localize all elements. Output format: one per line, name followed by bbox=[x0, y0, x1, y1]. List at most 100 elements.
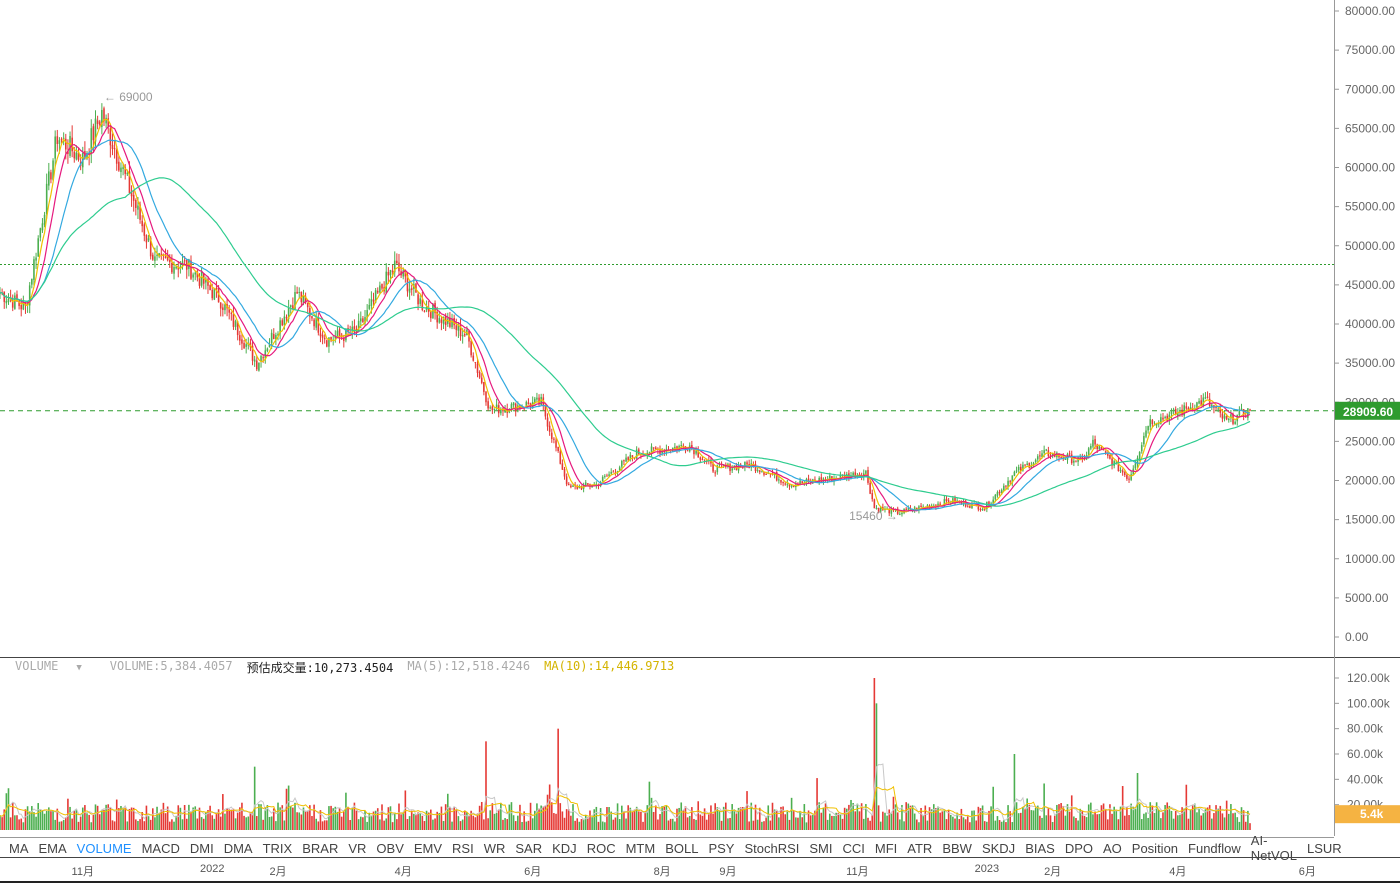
volume-bar bbox=[294, 802, 296, 830]
indicator-tab-ao[interactable]: AO bbox=[1102, 840, 1122, 856]
volume-bar bbox=[812, 815, 814, 830]
indicator-tab-boll[interactable]: BOLL bbox=[665, 840, 699, 856]
indicator-tab-ma[interactable]: MA bbox=[9, 840, 29, 856]
candle-body bbox=[118, 161, 120, 171]
volume-bar bbox=[920, 807, 922, 830]
candle-body bbox=[536, 397, 538, 400]
candle-body bbox=[1090, 445, 1092, 449]
candle-body bbox=[217, 287, 220, 303]
volume-bar bbox=[591, 817, 593, 830]
time-axis-label: 11月 bbox=[846, 866, 869, 878]
volume-bar bbox=[945, 819, 948, 830]
volume-bar bbox=[1221, 813, 1224, 830]
candle-body bbox=[563, 469, 566, 477]
volume-bar bbox=[1087, 804, 1090, 830]
volume-bar bbox=[239, 807, 241, 830]
candle-body bbox=[175, 266, 177, 269]
indicator-tab-fundflow[interactable]: Fundflow bbox=[1188, 840, 1241, 856]
indicator-tab-sar[interactable]: SAR bbox=[515, 840, 543, 856]
indicator-tab-ema[interactable]: EMA bbox=[38, 840, 67, 856]
volume-bar bbox=[215, 813, 218, 830]
indicator-tab-dmi[interactable]: DMI bbox=[189, 840, 214, 856]
volume-bar bbox=[674, 821, 676, 830]
candle-body bbox=[1166, 415, 1169, 422]
indicator-tab-brar[interactable]: BRAR bbox=[302, 840, 339, 856]
candle-body bbox=[1234, 421, 1236, 424]
candle-body bbox=[28, 285, 31, 306]
indicator-tab-cci[interactable]: CCI bbox=[842, 840, 865, 856]
indicator-tab-rsi[interactable]: RSI bbox=[452, 840, 474, 856]
volume-bar bbox=[353, 802, 356, 830]
indicator-tab-stochrsi[interactable]: StochRSI bbox=[744, 840, 800, 856]
indicator-tab-dpo[interactable]: DPO bbox=[1064, 840, 1093, 856]
volume-bar bbox=[1013, 754, 1016, 830]
candle-body bbox=[1143, 436, 1145, 445]
candle-body bbox=[5, 300, 8, 304]
indicator-tab-atr[interactable]: ATR bbox=[907, 840, 933, 856]
candle-body bbox=[323, 337, 326, 340]
indicator-tab-dma[interactable]: DMA bbox=[223, 840, 253, 856]
candle-body bbox=[1238, 409, 1241, 416]
indicator-tab-bbw[interactable]: BBW bbox=[942, 840, 972, 856]
indicator-tab-emv[interactable]: EMV bbox=[413, 840, 443, 856]
candle-body bbox=[35, 257, 37, 261]
candle-body bbox=[1060, 457, 1062, 459]
volume-bar bbox=[899, 819, 901, 830]
volume-bar bbox=[606, 807, 608, 830]
volume-chart[interactable]: 120.00k100.00k80.00k60.00k40.00k20.00k5.… bbox=[0, 658, 1400, 836]
indicator-tab-volume[interactable]: VOLUME bbox=[76, 840, 132, 856]
indicator-tab-kdj[interactable]: KDJ bbox=[552, 840, 577, 856]
candle-body bbox=[270, 332, 273, 344]
indicator-tab-lsur[interactable]: LSUR bbox=[1307, 840, 1342, 856]
volume-bar bbox=[937, 806, 939, 830]
candle-body bbox=[1219, 408, 1222, 413]
price-tick-label: 20000.00 bbox=[1345, 474, 1395, 488]
candle-body bbox=[289, 305, 292, 308]
indicator-tab-bias[interactable]: BIAS bbox=[1025, 840, 1055, 856]
volume-bar bbox=[977, 806, 980, 830]
indicator-tab-obv[interactable]: OBV bbox=[376, 840, 404, 856]
volume-bar bbox=[584, 814, 587, 830]
candle-body bbox=[1073, 460, 1075, 463]
indicator-bar: MA EMA VOLUME MACD DMI DMA TRIX BRAR VR OBV EMV RSI… bbox=[0, 833, 1342, 863]
indicator-tab-ai-netvol[interactable]: AI-NetVOL bbox=[1250, 833, 1298, 863]
candle-body bbox=[255, 360, 258, 370]
volume-indicator-selector[interactable]: VOLUME ▼ bbox=[15, 659, 96, 675]
indicator-tab-position[interactable]: Position bbox=[1131, 840, 1179, 856]
indicator-tab-trix[interactable]: TRIX bbox=[262, 840, 293, 856]
volume-bar bbox=[716, 807, 719, 830]
candle-body bbox=[296, 291, 298, 294]
candle-body bbox=[1013, 471, 1016, 476]
candle-body bbox=[52, 160, 54, 180]
candle-body bbox=[534, 398, 536, 403]
candle-body bbox=[971, 503, 973, 509]
candle-body bbox=[92, 126, 95, 141]
volume-bar bbox=[983, 821, 986, 830]
volume-bar bbox=[1094, 811, 1096, 830]
indicator-tab-mfi[interactable]: MFI bbox=[874, 840, 898, 856]
volume-bar bbox=[183, 805, 186, 830]
indicator-tab-smi[interactable]: SMI bbox=[809, 840, 833, 856]
indicator-tab-macd[interactable]: MACD bbox=[141, 840, 180, 856]
indicator-tab-skdj[interactable]: SKDJ bbox=[981, 840, 1016, 856]
volume-bar bbox=[338, 807, 341, 830]
volume-bar bbox=[801, 817, 804, 830]
indicator-tab-mtm[interactable]: MTM bbox=[625, 840, 656, 856]
indicator-tab-psy[interactable]: PSY bbox=[708, 840, 735, 856]
candle-body bbox=[3, 291, 6, 302]
candle-body bbox=[820, 477, 823, 482]
price-tick-label: 45000.00 bbox=[1345, 278, 1395, 292]
volume-bar bbox=[913, 813, 916, 830]
candle-body bbox=[1034, 459, 1037, 463]
volume-bar bbox=[92, 814, 95, 830]
price-chart[interactable]: 80000.00 75000.00 70000.00 65000.00 60000.00… bbox=[0, 0, 1400, 658]
volume-bar bbox=[56, 808, 59, 830]
volume-bar bbox=[548, 784, 551, 830]
volume-bar bbox=[402, 811, 405, 830]
volume-bar bbox=[1085, 817, 1088, 830]
indicator-tab-vr[interactable]: VR bbox=[348, 840, 367, 856]
indicator-tab-wr[interactable]: WR bbox=[483, 840, 506, 856]
volume-bar bbox=[1168, 805, 1171, 830]
candle-body bbox=[294, 292, 296, 310]
indicator-tab-roc[interactable]: ROC bbox=[586, 840, 616, 856]
